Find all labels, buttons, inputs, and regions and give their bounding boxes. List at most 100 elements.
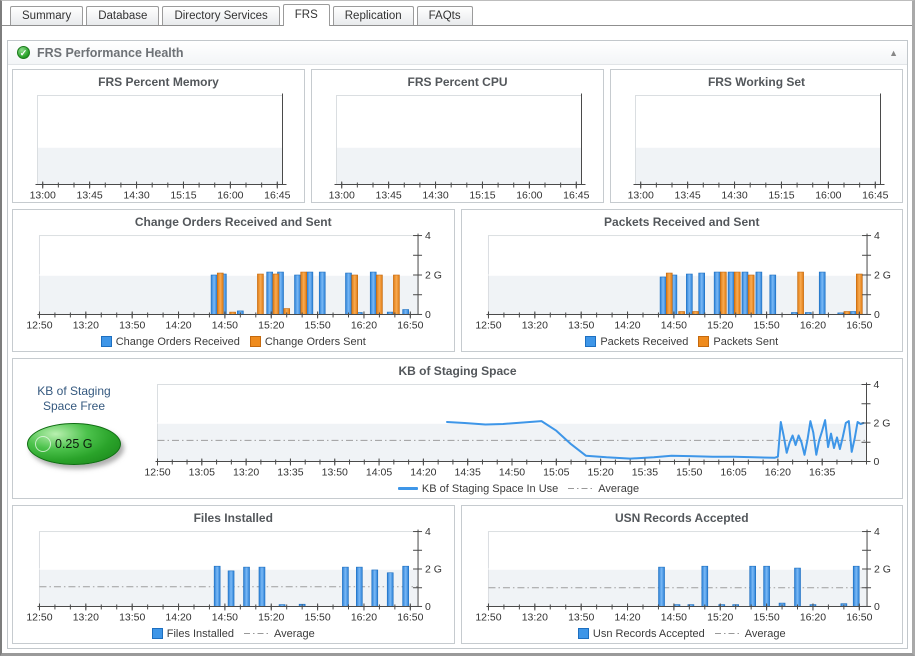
svg-text:16:50: 16:50	[397, 320, 423, 331]
tab-replication[interactable]: Replication	[332, 6, 414, 25]
svg-text:16:05: 16:05	[720, 467, 746, 479]
svg-text:13:00: 13:00	[30, 190, 56, 202]
svg-text:14:50: 14:50	[660, 612, 686, 623]
legend-label: Average	[598, 482, 640, 495]
chart-title: USN Records Accepted	[614, 511, 749, 525]
dashdot-sample-icon	[714, 633, 741, 634]
svg-text:13:50: 13:50	[322, 467, 348, 479]
svg-text:16:45: 16:45	[563, 190, 589, 202]
legend-item: Packets Sent	[698, 336, 778, 348]
tab-directory-services[interactable]: Directory Services	[162, 6, 280, 25]
svg-text:16:20: 16:20	[799, 612, 825, 623]
svg-text:14:50: 14:50	[212, 612, 238, 623]
tab-bar: Summary Database Directory Services FRS Repl…	[2, 1, 912, 26]
legend-label: Average	[273, 627, 315, 640]
svg-text:16:50: 16:50	[397, 612, 423, 623]
svg-text:4: 4	[874, 231, 880, 242]
line-sample-icon	[397, 487, 418, 490]
svg-text:13:50: 13:50	[119, 320, 145, 331]
svg-text:16:50: 16:50	[846, 320, 872, 331]
legend-item: Change Orders Sent	[249, 335, 366, 348]
legend-item: Files Installed	[151, 627, 234, 640]
svg-text:14:20: 14:20	[410, 467, 436, 479]
svg-text:15:20: 15:20	[707, 320, 733, 331]
svg-text:13:20: 13:20	[521, 320, 547, 331]
svg-text:13:35: 13:35	[277, 467, 303, 479]
chart-plot: 13:00 13:45 14:30 15:15 16:00 16:45	[329, 93, 590, 202]
svg-text:2 G: 2 G	[425, 565, 442, 576]
chart-plot: 12:50 13:20 13:50 14:20 14:50 15:20 15:50 16:20…	[475, 527, 891, 623]
chart-plot: 13:00 13:45 14:30 15:15 16:00 16:45	[628, 93, 889, 202]
svg-text:15:50: 15:50	[676, 467, 702, 479]
dashdot-sample-icon	[243, 633, 270, 634]
chart-frs-percent-memory: FRS Percent Memory 13:00 13:45 14:30 15:15 1…	[12, 69, 305, 203]
chart-packets: Packets Received and Sent 12:50 13:20 13:5…	[460, 209, 903, 352]
chart-row-3: KB of Staging Space KB of Staging Space …	[12, 358, 903, 499]
svg-text:15:50: 15:50	[305, 320, 331, 331]
chart-legend: Packets Received Packets Sent	[462, 332, 903, 351]
svg-text:15:20: 15:20	[258, 320, 284, 331]
tab-faqts[interactable]: FAQts	[416, 6, 473, 25]
svg-text:15:20: 15:20	[707, 612, 733, 623]
svg-text:0: 0	[425, 310, 431, 321]
chart-plot: 12:50 13:05 13:20 13:35 13:50 14:05 14:20 14:35…	[144, 379, 890, 479]
legend-label: Usn Records Accepted	[592, 627, 705, 640]
legend-label: Average	[744, 627, 786, 640]
chart-plot: 12:50 13:20 13:50 14:20 14:50 15:20 15:50 16:20…	[475, 231, 891, 331]
legend-item: Average	[243, 627, 315, 640]
svg-text:14:05: 14:05	[366, 467, 392, 479]
kb-chart-area: 12:50 13:05 13:20 13:35 13:50 14:05 14:20 14:35…	[135, 378, 902, 498]
svg-text:4: 4	[425, 527, 431, 538]
svg-text:2 G: 2 G	[425, 271, 442, 282]
svg-text:12:50: 12:50	[475, 612, 501, 623]
svg-text:4: 4	[425, 231, 431, 242]
chart-row-4: Files Installed 12:50 13:20 13:50 14:20 14:5…	[12, 505, 903, 644]
dashdot-sample-icon	[568, 488, 595, 489]
tab-summary[interactable]: Summary	[10, 6, 84, 25]
svg-text:16:20: 16:20	[799, 320, 825, 331]
svg-text:16:45: 16:45	[862, 190, 888, 202]
collapse-icon[interactable]: ▲	[889, 47, 898, 58]
chart-row-1: FRS Percent Memory 13:00 13:45 14:30 15:15 1…	[12, 69, 903, 203]
svg-text:13:50: 13:50	[119, 612, 145, 623]
gauge-ring-icon	[35, 436, 51, 452]
svg-text:16:20: 16:20	[351, 612, 377, 623]
chart-title: FRS Working Set	[707, 75, 806, 89]
blue-swatch-icon	[100, 336, 112, 347]
chart-title: Files Installed	[193, 511, 273, 525]
chart-legend: Change Orders Received Change Orders Sent	[13, 332, 454, 351]
svg-text:2 G: 2 G	[874, 271, 891, 282]
svg-text:16:00: 16:00	[516, 190, 542, 202]
chart-title: Packets Received and Sent	[604, 215, 760, 229]
staging-space-free-gauge[interactable]: 0.25 G	[27, 423, 121, 465]
svg-text:13:20: 13:20	[73, 320, 99, 331]
legend-label: KB of Staging Space In Use	[421, 482, 559, 495]
chart-kb-staging-space: KB of Staging Space KB of Staging Space …	[12, 358, 903, 499]
svg-text:14:50: 14:50	[212, 320, 238, 331]
chart-change-orders: Change Orders Received and Sent 12:50 13:…	[12, 209, 455, 352]
svg-text:2 G: 2 G	[874, 565, 891, 576]
svg-text:13:50: 13:50	[568, 320, 594, 331]
legend-label: Packets Received	[600, 335, 689, 348]
tab-frs[interactable]: FRS	[282, 4, 330, 26]
svg-text:15:15: 15:15	[170, 190, 196, 202]
svg-text:14:50: 14:50	[660, 320, 686, 331]
svg-text:14:35: 14:35	[455, 467, 481, 479]
tab-database[interactable]: Database	[86, 6, 160, 25]
svg-text:16:45: 16:45	[264, 190, 290, 202]
kb-body: KB of Staging Space Free 0.25 G 12:50 13:…	[13, 378, 902, 498]
svg-text:13:20: 13:20	[521, 612, 547, 623]
legend-item: Usn Records Accepted	[577, 627, 705, 640]
blue-swatch-icon	[577, 628, 589, 639]
chart-row-2: Change Orders Received and Sent 12:50 13:…	[12, 209, 903, 352]
svg-text:15:50: 15:50	[305, 612, 331, 623]
svg-text:13:50: 13:50	[568, 612, 594, 623]
legend-label: Change Orders Sent	[264, 335, 366, 348]
legend-label: Files Installed	[166, 627, 234, 640]
chart-plot: 12:50 13:20 13:50 14:20 14:50 15:20 15:50 16:20…	[26, 527, 442, 623]
panel-title: FRS Performance Health	[37, 45, 184, 60]
gauge-value: 0.25 G	[55, 437, 93, 451]
legend-item: KB of Staging Space In Use	[397, 482, 559, 495]
svg-text:15:15: 15:15	[768, 190, 794, 202]
svg-text:14:20: 14:20	[165, 320, 191, 331]
